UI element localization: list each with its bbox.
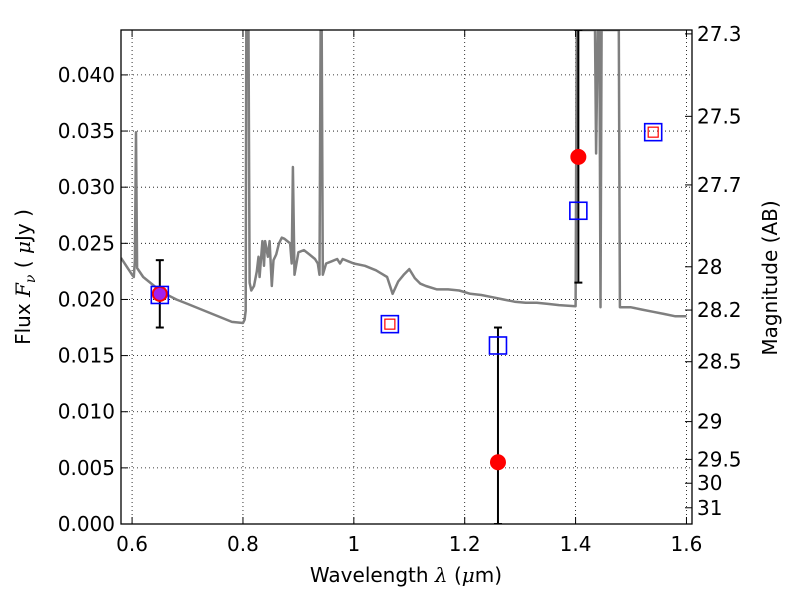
x-tick-label: 0.6 [116,532,148,556]
model-flux-square [380,314,400,334]
x-tick-label: 1.2 [449,532,481,556]
y-tick-label: 0.025 [58,231,115,255]
mag-tick-label: 30 [697,471,722,495]
mag-tick-label: 28.5 [697,350,742,374]
model-flux-square [150,285,170,305]
mag-tick-label: 28 [697,255,722,279]
model-flux-square-small [647,126,659,138]
ticks [121,30,692,525]
model-flux-square [643,122,663,142]
model-spectrum-line [121,30,687,325]
observed-flux-point [489,454,506,471]
y-tick-label: 0.005 [58,456,115,480]
model-flux-square [569,201,588,221]
y-tick-label: 0.030 [58,175,115,199]
tick-labels: 0.6 0.8 1 1.2 1.4 1.6 0.000 0.005 0.010 0.015 0.02… [58,22,742,556]
observed-flux-point [570,148,587,165]
mag-tick-label: 27.7 [697,173,742,197]
mag-tick-label: 27.5 [697,104,742,128]
x-tick-label: 1 [347,532,360,556]
x-tick-label: 0.8 [227,532,259,556]
mag-tick-label: 29 [697,410,722,434]
model-flux-square [488,336,508,355]
grid [121,30,692,525]
y-axis-label: Flux Fν ( μJy ) [11,209,39,345]
x-tick-label: 1.4 [560,532,592,556]
mag-tick-label: 29.5 [697,447,742,471]
y-tick-label: 0.000 [58,512,115,536]
y-tick-label: 0.035 [58,119,115,143]
y-tick-label: 0.015 [58,344,115,368]
mag-tick-label: 28.2 [697,298,742,322]
mag-tick-label: 31 [697,496,722,520]
plot-area [121,30,687,524]
x-tick-label: 1.6 [671,532,703,556]
mag-tick-label: 27.3 [697,22,742,46]
overlap-flux-point [153,287,166,300]
y2-axis-label: Magnitude (AB) [758,200,782,355]
y-tick-label: 0.010 [58,400,115,424]
x-axis-label: Wavelength λ (μm) [310,563,502,587]
y-tick-label: 0.020 [58,287,115,311]
model-flux-square-small [384,318,396,330]
y-tick-label: 0.040 [58,63,115,87]
plot-frame [120,29,693,525]
